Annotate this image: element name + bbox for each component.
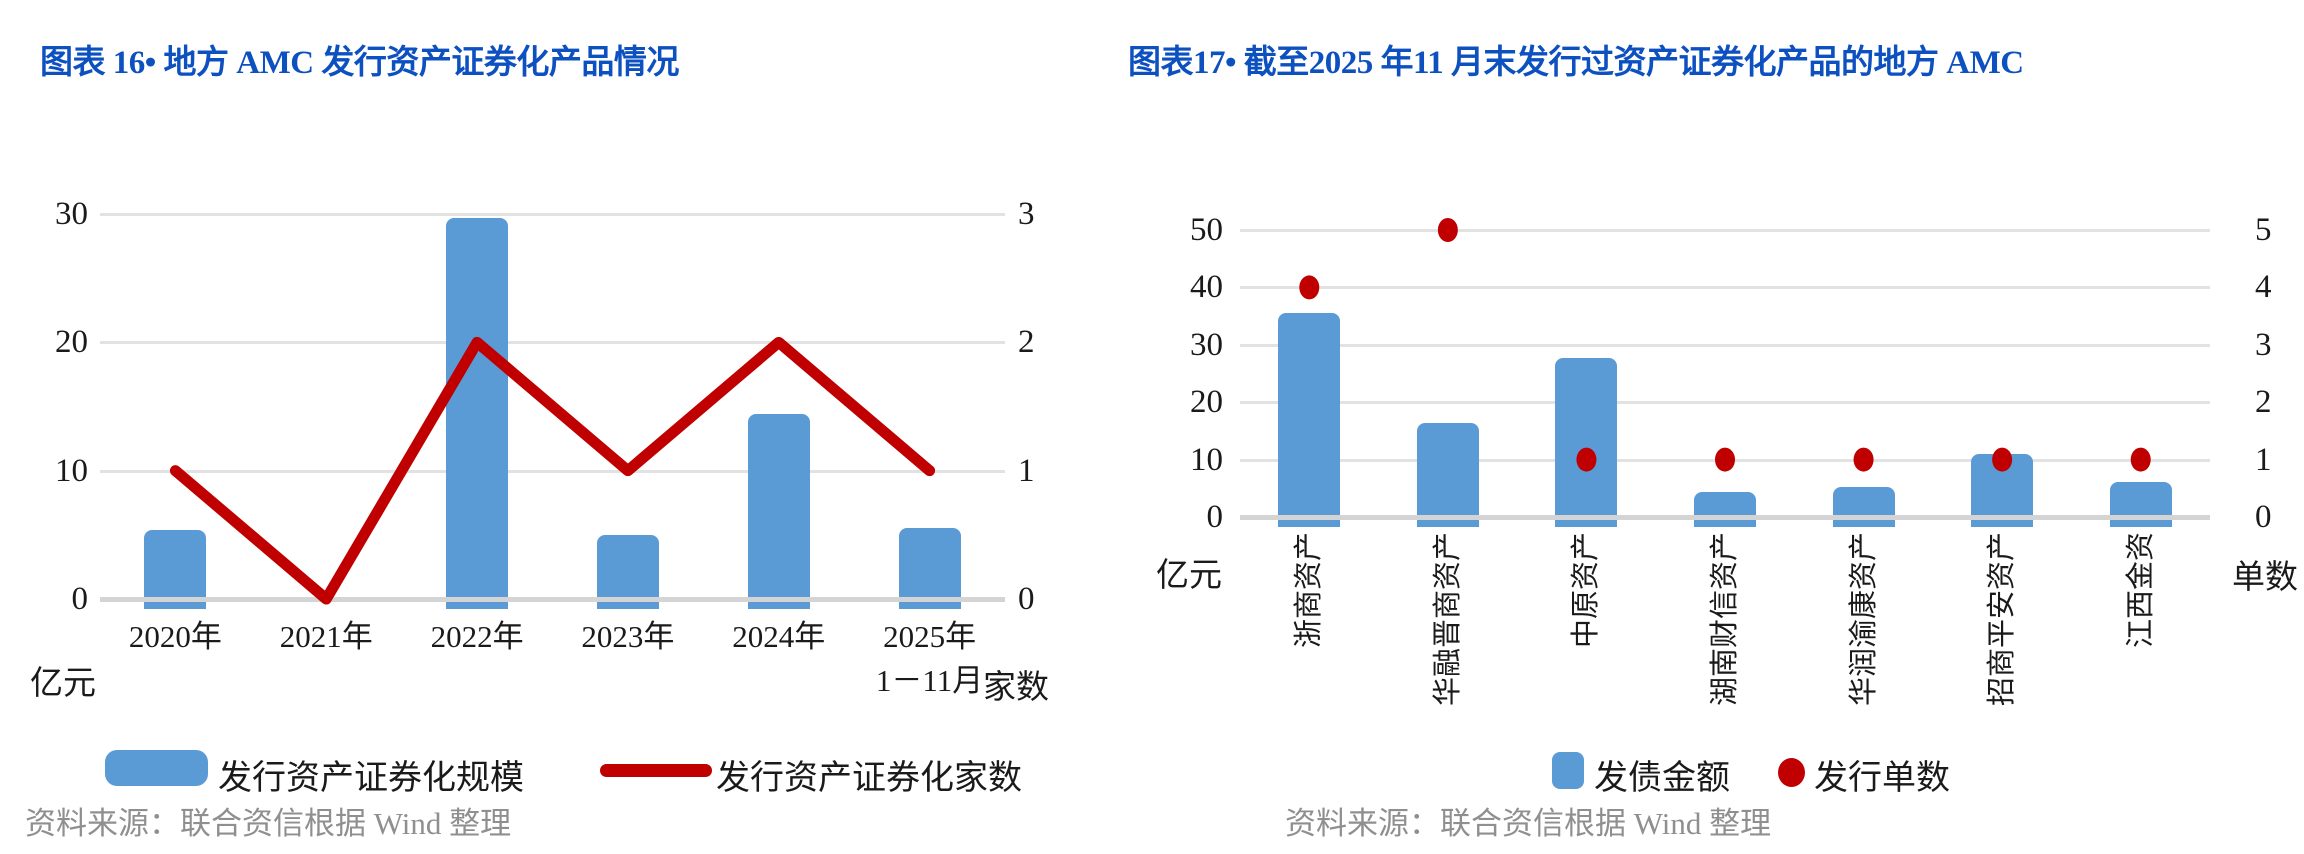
right-axis-tick-label: 2 (2255, 384, 2272, 421)
x-axis-label: 2022年 (430, 619, 524, 654)
figure-16-right-axis-unit: 家数 (983, 670, 1049, 706)
right-axis-tick-label: 3 (1018, 196, 1035, 232)
right-axis-tick-label: 2 (1018, 324, 1035, 361)
x-axis-label: 2021年 (279, 619, 373, 654)
right-axis-tick-label: 3 (2255, 326, 2272, 363)
figure-17-legend-bar-swatch (1552, 752, 1584, 789)
figure-16-source: 资料来源：联合资信根据 Wind 整理 (25, 806, 512, 841)
bar-华融晋商资产 (1416, 423, 1479, 527)
gridline (100, 341, 1005, 345)
figure-16-title: 图表 16• 地方 AMC 发行资产证券化产品情况 (40, 45, 679, 82)
right-axis-tick-label: 0 (2255, 499, 2272, 535)
bar-湖南财信资产 (1694, 492, 1756, 527)
scatter-point (1299, 275, 1320, 300)
scatter-point (1992, 447, 2013, 472)
figure-17-legend-dot-label: 发行单数 (1814, 760, 1950, 797)
left-axis-tick-label: 10 (1190, 441, 1223, 478)
left-axis-tick-label: 40 (1190, 269, 1223, 306)
figure-16-legend-line-label: 发行资产证券化家数 (716, 760, 1022, 797)
gridline (100, 469, 1005, 473)
scatter-point (1715, 447, 1735, 472)
figure-16-legend-bar-label: 发行资产证券化规模 (218, 760, 524, 797)
gridline (1240, 401, 2210, 405)
figure-17-dot-overlay (1299, 218, 2151, 472)
bar-华润渝康资产 (1832, 487, 1895, 527)
right-axis-tick-label: 5 (2255, 212, 2272, 248)
left-axis-tick-label: 50 (1190, 212, 1223, 248)
x-axis-line (100, 597, 1005, 602)
gridline (1240, 229, 2210, 232)
figure-16-legend-line-swatch (600, 764, 712, 777)
x-axis-label: 2023年 (581, 619, 675, 654)
figure-17-panel: 图表17• 截至2025 年11 月末发行过资产证券化产品的地方 AMC 亿元 … (1128, 0, 2304, 854)
gridline (100, 213, 1005, 216)
figure-17-right-axis-unit: 单数 (2232, 560, 2298, 596)
scatter-point (2130, 447, 2151, 472)
figure-17-legend-dot-swatch (1778, 758, 1805, 787)
x-axis-line (1240, 515, 2210, 520)
figure-16-left-axis-unit: 亿元 (30, 666, 96, 702)
left-axis-tick-label: 20 (1190, 384, 1223, 421)
gridline (1240, 343, 2210, 347)
figure-16-legend-bar-swatch (105, 750, 208, 786)
figure-17-source: 资料来源：联合资信根据 Wind 整理 (1285, 806, 1772, 841)
figure-16-panel: 图表 16• 地方 AMC 发行资产证券化产品情况 亿元 家数 发行资产证券化规… (0, 0, 1128, 854)
figure-17-title: 图表17• 截至2025 年11 月末发行过资产证券化产品的地方 AMC (1128, 45, 2024, 82)
bar-2022年 (446, 217, 509, 609)
bar-2020年 (144, 529, 207, 609)
x-axis-label: 1－11月 (875, 663, 984, 698)
x-axis-label: 2024年 (732, 619, 826, 654)
left-axis-tick-label: 30 (55, 196, 88, 232)
left-axis-tick-label: 0 (71, 581, 89, 617)
bar-2025年 (898, 528, 961, 609)
x-axis-label: 2025年 (883, 619, 977, 654)
left-axis-tick-label: 20 (55, 324, 88, 361)
bar-中原资产 (1555, 358, 1618, 527)
figure-16-line-overlay (169, 336, 936, 605)
right-axis-tick-label: 4 (2255, 269, 2272, 306)
right-axis-tick-label: 1 (2255, 441, 2272, 478)
left-axis-tick-label: 30 (1190, 326, 1223, 363)
x-axis-label: 2020年 (128, 619, 222, 654)
figure-17-legend-bar-label: 发债金额 (1594, 760, 1730, 797)
bar-2024年 (747, 414, 810, 609)
figure-17-left-axis-unit: 亿元 (1156, 558, 1222, 594)
bar-2023年 (596, 534, 659, 609)
right-axis-tick-label: 0 (1018, 581, 1035, 617)
scatter-point (1437, 218, 1458, 242)
left-axis-tick-label: 10 (55, 452, 88, 489)
gridline (1240, 286, 2210, 290)
right-axis-tick-label: 1 (1018, 452, 1035, 489)
left-axis-tick-label: 0 (1206, 499, 1224, 535)
bar-浙商资产 (1278, 313, 1341, 527)
scatter-point (1576, 447, 1597, 472)
line-series (169, 336, 936, 605)
scatter-point (1853, 447, 1874, 472)
